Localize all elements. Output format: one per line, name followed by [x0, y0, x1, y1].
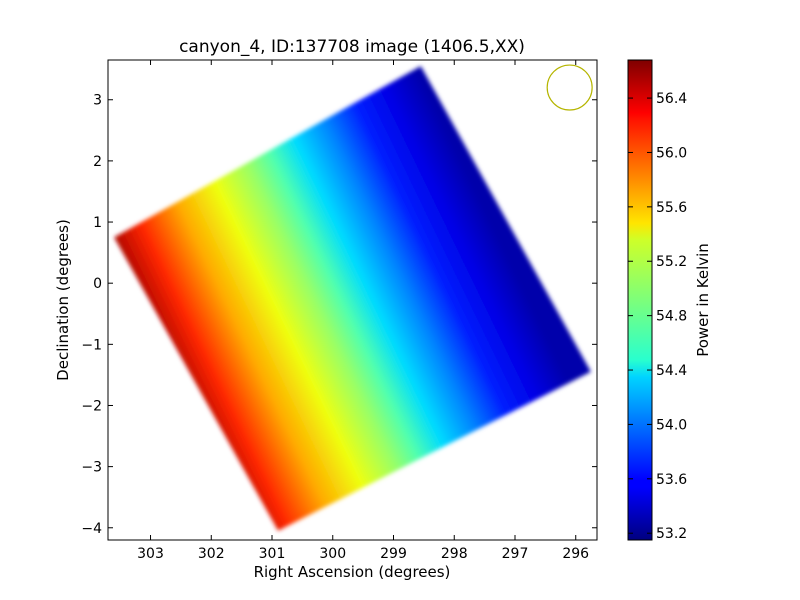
- plot-area: 303 302 301 300 299 298 297 296 3 2 1 0 −1 −2 −3 −4: [81, 59, 598, 562]
- colorbar-tick-label: 55.2: [656, 254, 687, 270]
- colorbar-tick-label: 56.0: [656, 145, 687, 161]
- y-tick-label: 3: [93, 93, 102, 109]
- y-tick: −3: [81, 460, 597, 476]
- y-tick-label: −1: [81, 337, 102, 353]
- colorbar-tick-label: 54.8: [656, 309, 687, 325]
- colorbar-tick: 53.6: [628, 472, 687, 488]
- chart-title: canyon_4, ID:137708 image (1406.5,XX): [179, 37, 525, 57]
- colorbar: 53.2 53.6 54.0 54.4 54.8 55.2 55.6 56.0 56.4 Pow…: [627, 59, 712, 542]
- x-tick-label: 298: [441, 546, 468, 562]
- colorbar-tick: 54.0: [628, 417, 687, 433]
- colorbar-tick: 56.0: [628, 145, 687, 161]
- x-tick-label: 296: [562, 546, 589, 562]
- x-tick-label: 303: [137, 546, 164, 562]
- y-tick-label: −4: [81, 521, 102, 537]
- x-tick-label: 299: [380, 546, 407, 562]
- x-tick: 296: [562, 60, 589, 562]
- map-footprint: [114, 66, 591, 531]
- colorbar-tick-label: 54.0: [656, 417, 687, 433]
- x-tick: 302: [198, 60, 225, 562]
- x-tick-label: 302: [198, 546, 225, 562]
- y-tick: 0: [93, 276, 597, 292]
- x-axis-label: Right Ascension (degrees): [254, 563, 451, 581]
- y-axis-label: Declination (degrees): [54, 219, 72, 381]
- colorbar-tick: 54.4: [628, 363, 687, 379]
- y-tick: −4: [81, 521, 597, 537]
- beam-marker: [546, 64, 593, 111]
- x-tick: 301: [259, 60, 286, 562]
- x-tick-label: 301: [259, 546, 286, 562]
- colorbar-tick-label: 54.4: [656, 363, 687, 379]
- colorbar-tick: 54.8: [628, 309, 687, 325]
- colorbar-tick-label: 56.4: [656, 91, 687, 107]
- colorbar-label: Power in Kelvin: [694, 243, 712, 357]
- colorbar-tick-label: 53.2: [656, 526, 687, 542]
- colorbar-tick: 53.2: [628, 526, 687, 542]
- x-tick: 303: [137, 60, 164, 562]
- x-tick: 298: [441, 60, 468, 562]
- y-tick-label: 0: [93, 276, 102, 292]
- x-axis: 303 302 301 300 299 298 297 296: [137, 60, 589, 562]
- colorbar-tick: 55.6: [628, 200, 687, 216]
- y-tick: 1: [93, 215, 597, 231]
- x-tick: 300: [319, 60, 346, 562]
- colorbar-tick-label: 53.6: [656, 472, 687, 488]
- y-tick: 2: [93, 154, 597, 170]
- colorbar-tick: 56.4: [628, 91, 687, 107]
- y-tick-label: −3: [81, 460, 102, 476]
- y-tick-label: −2: [81, 398, 102, 414]
- y-tick: −1: [81, 337, 597, 353]
- x-tick: 297: [502, 60, 529, 562]
- y-tick-label: 1: [93, 215, 102, 231]
- y-tick: −2: [81, 398, 597, 414]
- x-tick: 299: [380, 60, 407, 562]
- colorbar-tick-label: 55.6: [656, 200, 687, 216]
- colorbar-tick: 55.2: [628, 254, 687, 270]
- y-tick-label: 2: [93, 154, 102, 170]
- x-tick-label: 300: [319, 546, 346, 562]
- y-tick: 3: [93, 93, 597, 109]
- y-axis: 3 2 1 0 −1 −2 −3 −4: [81, 93, 597, 537]
- colorbar-gradient: [627, 59, 653, 541]
- colorbar-ticks: 53.2 53.6 54.0 54.4 54.8 55.2 55.6 56.0 56.4: [628, 91, 687, 542]
- x-tick-label: 297: [502, 546, 529, 562]
